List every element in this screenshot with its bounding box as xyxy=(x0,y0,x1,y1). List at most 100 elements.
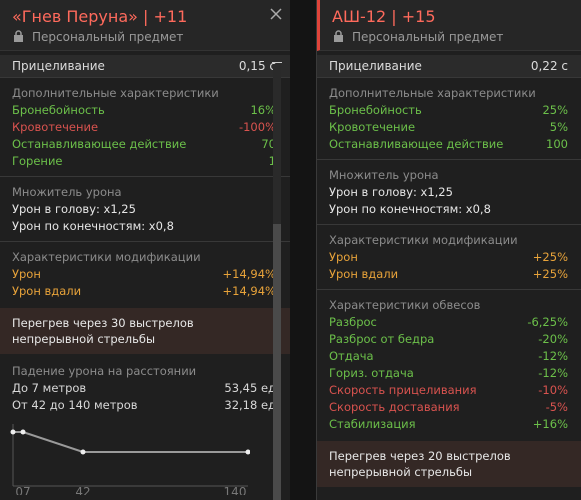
scrollbar-thumb[interactable] xyxy=(273,224,281,500)
stat-label: Отдача xyxy=(329,349,374,363)
stat-value: +16% xyxy=(532,417,568,431)
stat-row: Останавливающее действие 100 xyxy=(329,136,568,153)
stat-row: Урон вдали +14,94% xyxy=(12,283,276,300)
stat-label: Гориз. отдача xyxy=(329,366,414,380)
stat-row: Скорость прицеливания -10% xyxy=(329,382,568,399)
stat-label: Стабилизация xyxy=(329,417,416,431)
lock-shackle xyxy=(15,30,22,35)
close-button[interactable] xyxy=(268,6,284,22)
stat-label: Урон вдали xyxy=(12,284,82,298)
stat-row: До 7 метров 53,45 ед xyxy=(12,380,276,397)
stat-row: Урон по конечностям: x0,8 xyxy=(329,201,568,218)
graph-point xyxy=(20,429,26,435)
aim-row: Прицеливание 0,15 с xyxy=(0,55,290,77)
subtitle: Персональный предмет xyxy=(352,30,504,44)
section-title: Характеристики модификации xyxy=(329,233,518,247)
stat-label: До 7 метров xyxy=(12,381,87,395)
stat-label: Урон вдали xyxy=(329,267,399,281)
graph-point xyxy=(10,429,16,435)
section-title: Множитель урона xyxy=(329,168,439,182)
stat-value: -5% xyxy=(545,400,568,414)
stat-value: -6,25% xyxy=(527,315,568,329)
stat-value: -100% xyxy=(238,120,276,134)
close-icon xyxy=(270,8,282,20)
section-title: Падение урона на расстоянии xyxy=(12,364,197,378)
stat-section: Множитель урона Урон в голову: x1,25 Урон … xyxy=(0,176,290,241)
item-card: АШ-12 | +15 Персональный предмет Прицелива… xyxy=(316,0,581,500)
stat-value: 1 xyxy=(269,153,276,170)
stat-value: 25% xyxy=(542,103,568,117)
stat-row: Кровотечение -100% xyxy=(12,119,276,136)
stat-label: Кровотечение xyxy=(12,120,99,134)
stat-row: Останавливающее действие 70 xyxy=(12,136,276,153)
x-tick-label: 42 xyxy=(75,485,90,495)
stat-value: 5% xyxy=(549,120,568,134)
subtitle: Персональный предмет xyxy=(32,30,184,44)
stat-row: Горение 1 xyxy=(12,153,276,170)
stat-value: +25% xyxy=(532,267,568,281)
overheat-note: Перегрев через 30 выстрелов непрерывной … xyxy=(0,308,290,354)
header: «Гнев Перуна» | +11 Персональный предмет xyxy=(0,0,290,51)
stat-value: +14,94% xyxy=(222,284,277,298)
lock-icon xyxy=(14,30,23,42)
header: АШ-12 | +15 Персональный предмет xyxy=(317,0,581,51)
stat-label: Кровотечение xyxy=(329,120,416,134)
item-card: «Гнев Перуна» | +11 Персональный предмет П… xyxy=(0,0,290,500)
stat-section: Характеристики модификации Урон +25% Урон в… xyxy=(317,224,581,289)
item-title: «Гнев Перуна» | +11 xyxy=(12,7,188,26)
stat-label: От 42 до 140 метров xyxy=(12,398,138,412)
stat-row: Урон по конечностям: x0,8 xyxy=(12,218,276,235)
graph-point xyxy=(80,449,86,455)
stat-row: Кровотечение 5% xyxy=(329,119,568,136)
graph-point xyxy=(245,449,250,455)
stat-label: Урон xyxy=(12,267,41,281)
lock-shackle xyxy=(335,30,342,35)
stat-label: Прицеливание xyxy=(329,59,422,73)
stat-value: -12% xyxy=(538,366,568,380)
lock-body xyxy=(14,35,23,42)
stat-value: 32,18 ед xyxy=(224,398,276,412)
x-tick-label: 07 xyxy=(15,485,30,495)
stat-row: Урон +14,94% xyxy=(12,266,276,283)
stat-row: Бронебойность 16% xyxy=(12,102,276,119)
stat-value: -10% xyxy=(538,383,568,397)
stat-section: Дополнительные характеристики Бронебойнос… xyxy=(0,77,290,176)
stat-label: Останавливающее действие xyxy=(329,137,504,151)
stat-value: 16% xyxy=(250,103,276,117)
stat-label: Прицеливание xyxy=(12,59,105,73)
stat-value: 0,22 с xyxy=(530,59,568,73)
stat-value: +14,94% xyxy=(222,267,277,281)
scrollbar[interactable] xyxy=(272,62,282,500)
stat-label: Горение xyxy=(12,154,63,168)
section-title: Характеристики обвесов xyxy=(329,298,481,312)
stat-value: -12% xyxy=(538,349,568,363)
stat-label: Разброс xyxy=(329,315,377,329)
stat-value: 70 xyxy=(261,137,276,151)
stat-row: Урон вдали +25% xyxy=(329,266,568,283)
stat-row: Разброс от бедра -20% xyxy=(329,331,568,348)
section-title: Дополнительные характеристики xyxy=(329,86,536,100)
stat-row: Бронебойность 25% xyxy=(329,102,568,119)
item-title: АШ-12 | +15 xyxy=(332,7,436,26)
stat-row: Урон в голову: x1,25 xyxy=(329,184,568,201)
stat-label: Урон в голову: x1,25 xyxy=(329,185,453,199)
stat-value: 100 xyxy=(546,137,568,151)
section-title: Характеристики модификации xyxy=(12,250,201,264)
lock-body xyxy=(334,35,343,42)
stat-section: Дополнительные характеристики Бронебойнос… xyxy=(317,77,581,159)
stat-section: Характеристики модификации Урон +14,94% Уро… xyxy=(0,241,290,306)
stat-row: Отдача -12% xyxy=(329,348,568,365)
stat-row: Скорость доставания -5% xyxy=(329,399,568,416)
overheat-note: Перегрев через 20 выстрелов непрерывной … xyxy=(317,441,581,487)
stat-value: 0,15 с xyxy=(238,59,276,73)
falloff-section: Падение урона на расстоянии До 7 метров 53… xyxy=(0,354,290,500)
stat-section: Характеристики обвесов Разброс -6,25% Разбр… xyxy=(317,289,581,439)
scrollbar-top-mark xyxy=(272,62,282,63)
stat-label: Бронебойность xyxy=(329,103,422,117)
stat-label: Разброс от бедра xyxy=(329,332,435,346)
stat-label: Скорость доставания xyxy=(329,400,460,414)
x-tick-label: 140 xyxy=(224,485,247,495)
stat-row: Урон +25% xyxy=(329,249,568,266)
stat-value: 53,45 ед xyxy=(224,381,276,395)
